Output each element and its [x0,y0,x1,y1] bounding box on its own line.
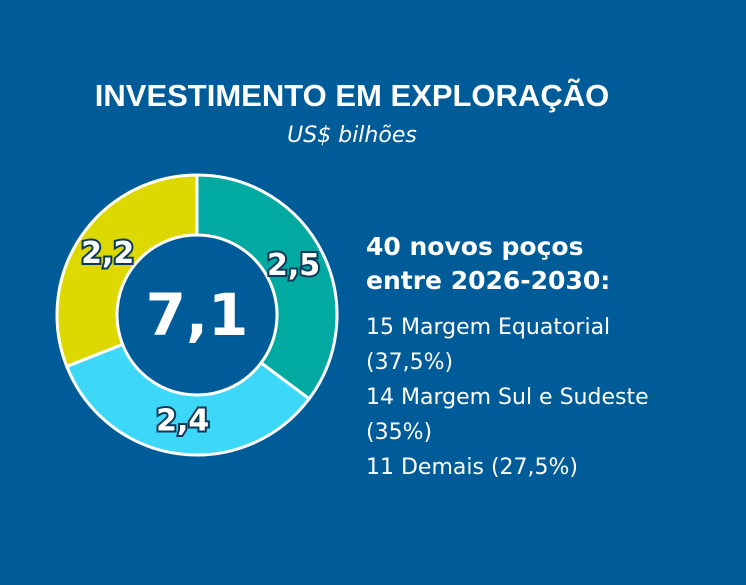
notes-item: 11 Demais (27,5%) [366,455,578,480]
notes-item: 15 Margem Equatorial (37,5%) [366,315,611,375]
donut-segment [195,173,339,401]
chart-subtitle: US$ bilhões [287,123,417,148]
donut-segment [64,342,312,457]
donut-segment [55,173,199,369]
notes-heading: entre 2026-2030: [366,266,611,295]
segment-label: 2,4 [156,404,209,439]
notes-heading: 40 novos poços [366,232,584,261]
segment-label: 2,2 [81,236,134,271]
notes-item: 14 Margem Sul e Sudeste (35%) [366,385,649,445]
center-total: 7,1 [146,281,249,349]
chart-title: INVESTIMENTO EM EXPLORAÇÃO [95,78,609,113]
notes: 40 novos poços entre 2026-2030: 15 Marge… [366,230,726,485]
segment-label: 2,5 [267,248,320,283]
